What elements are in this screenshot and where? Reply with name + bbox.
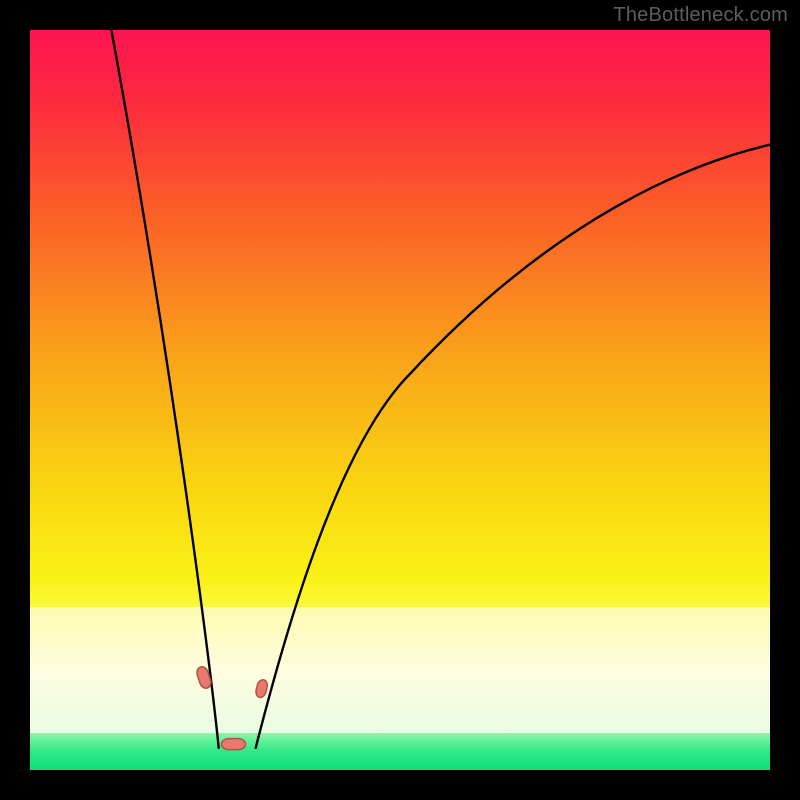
green-band	[30, 733, 770, 770]
watermark-text: TheBottleneck.com	[613, 4, 788, 27]
bottleneck-curve-plot	[0, 0, 800, 800]
plot-area	[30, 30, 770, 770]
chart-frame: TheBottleneck.com	[0, 0, 800, 800]
pale-band	[30, 607, 770, 733]
marker-pill	[222, 739, 246, 750]
